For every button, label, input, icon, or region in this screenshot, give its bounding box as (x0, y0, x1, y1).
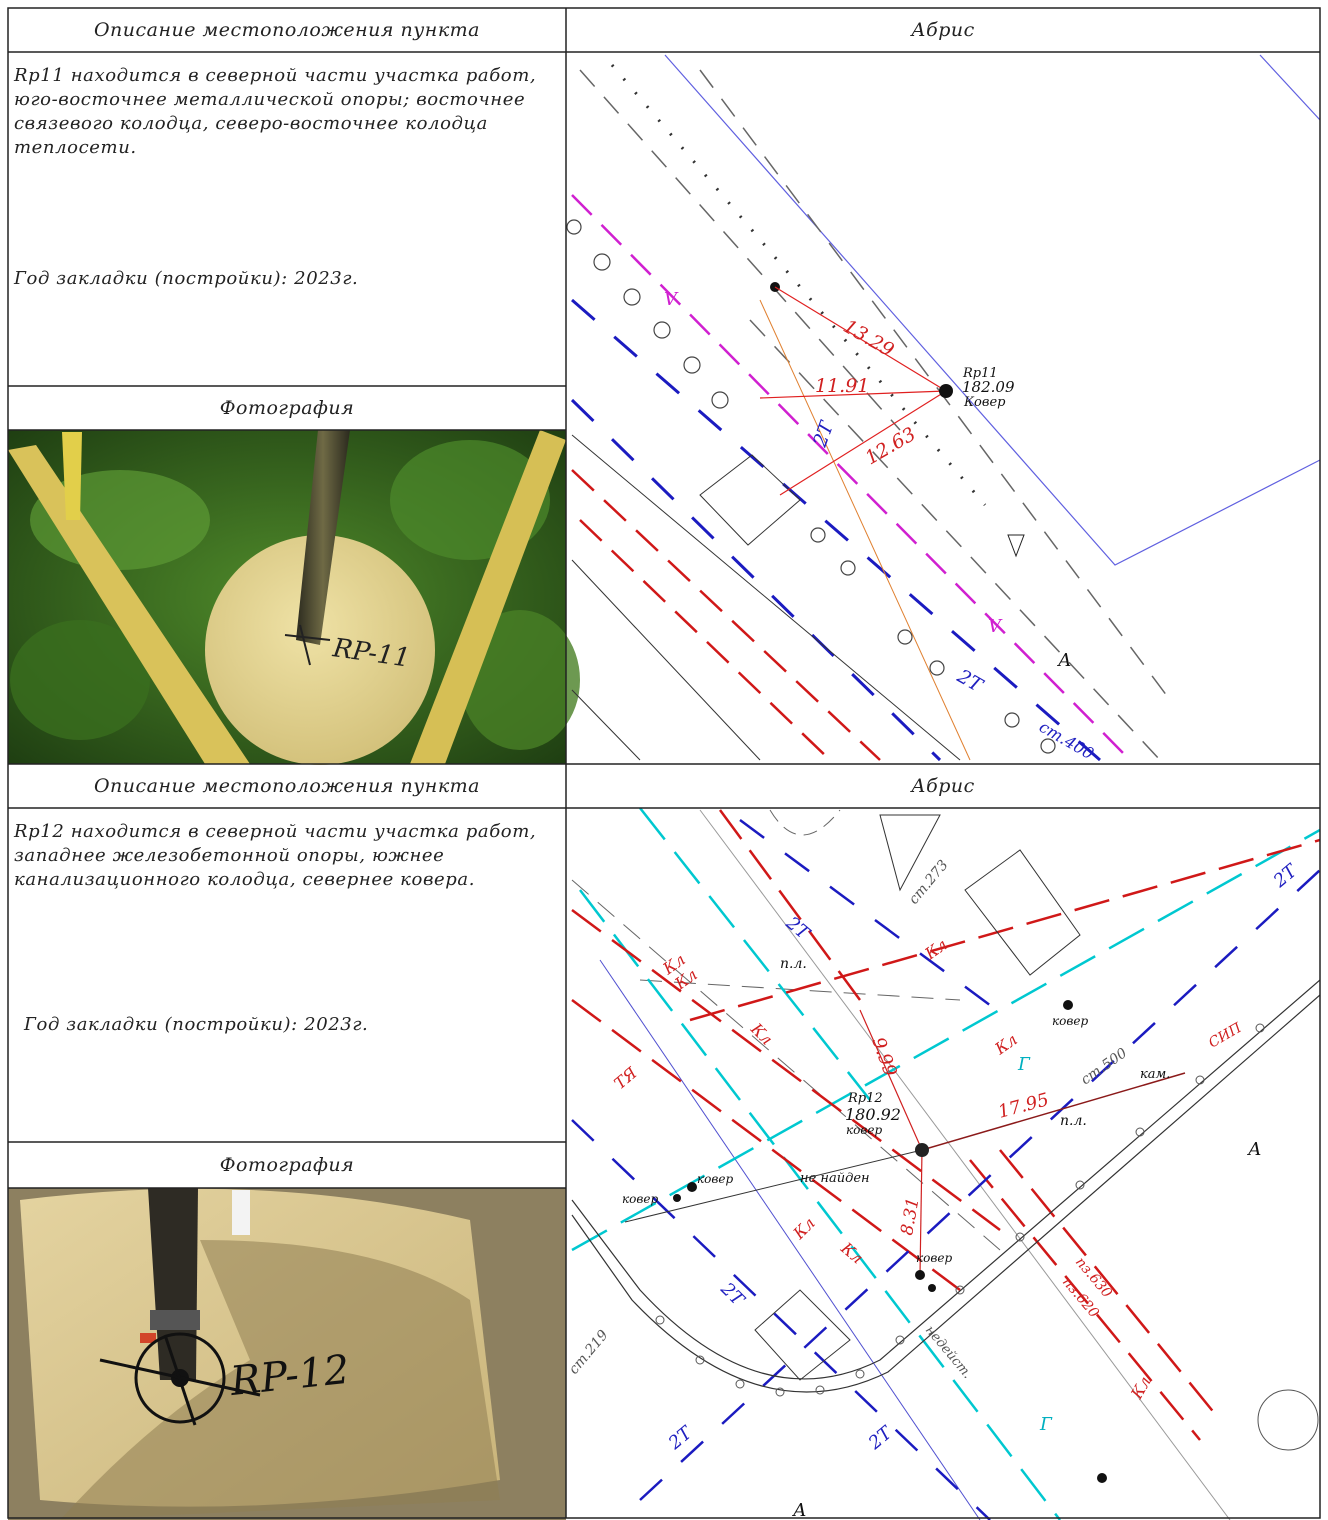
map-label: 2Т (664, 1421, 698, 1454)
map-label: Г (1039, 1414, 1053, 1435)
map-label: Кл (837, 1238, 867, 1268)
map-label: А (1246, 1139, 1262, 1160)
map-label: недейст. (922, 1323, 975, 1382)
map-label: Г (1017, 1054, 1031, 1075)
map-label: п.л. (780, 956, 807, 972)
distance-label: 11.91 (815, 375, 869, 397)
map-label: ст.273 (906, 857, 952, 907)
drawings: RP-11 RP-12 (0, 0, 1328, 1520)
distance-label: 13.29 (840, 315, 898, 361)
map-label: СИП (1206, 1020, 1245, 1052)
abris-map: Rp12 180.92 ковер 9.99 17.95 8.31 Кл Кл … (566, 808, 1320, 1520)
cover-label: ковер (846, 1123, 882, 1137)
map-label: ковер (916, 1251, 952, 1265)
map-label: А (791, 1500, 807, 1520)
map-label: V (988, 616, 1003, 637)
map-label: ковер (1052, 1014, 1088, 1028)
map-label: 2Т (716, 1278, 750, 1312)
map-label: ст.219 (566, 1327, 612, 1377)
map-label: 2Т (1269, 859, 1303, 892)
cover-label: Ковер (963, 395, 1006, 410)
map-label: Кл (789, 1213, 819, 1243)
map-label: ковер (697, 1172, 733, 1186)
map-label: Кл (921, 935, 951, 964)
map-label: Кл (991, 1030, 1021, 1059)
photo: RP-11 (8, 430, 580, 765)
map-label: ст.500 (1078, 1045, 1130, 1088)
map-label: 2Т (809, 418, 839, 451)
map-label: ТЯ (610, 1063, 641, 1093)
elevation: 180.92 (845, 1105, 901, 1124)
distance-label: 9.99 (867, 1035, 900, 1080)
map-label: 2Т (781, 912, 815, 945)
map-label: п.л. (1060, 1113, 1087, 1129)
map-label: 2Т (864, 1421, 898, 1454)
elevation: 182.09 (962, 378, 1015, 396)
abris-map: 13.29 11.91 12.63 Rp11 182.09 Ковер 2Т V… (567, 55, 1320, 763)
map-label: 2Т (953, 665, 987, 698)
photo: RP-12 (8, 1188, 566, 1520)
map-label: Кл (1127, 1373, 1155, 1403)
distance-label: 12.63 (862, 423, 920, 469)
map-label: кам. (1140, 1067, 1170, 1082)
map-label: V (664, 289, 679, 310)
distance-label: 17.95 (996, 1089, 1051, 1123)
map-label: не найден (800, 1171, 870, 1186)
map-label: А (1056, 650, 1072, 671)
map-label: ковер (622, 1192, 658, 1206)
point-name: Rp12 (847, 1091, 883, 1106)
distance-label: 8.31 (897, 1196, 923, 1237)
page: {"records": [ {"description_header": "Оп… (0, 0, 1328, 1520)
